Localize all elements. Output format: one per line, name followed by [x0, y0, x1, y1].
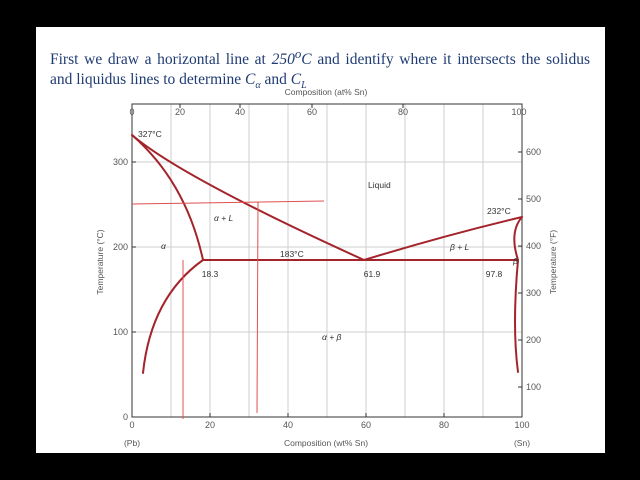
caption-c-alpha: Cα: [245, 71, 261, 92]
annotations: [131, 200, 325, 419]
caption-c-alpha-sub: α: [255, 80, 261, 92]
sn-melting-point-label: 232°C: [487, 206, 511, 216]
caption-c-alpha-letter: C: [245, 71, 256, 89]
plot-frame: [131, 103, 523, 418]
top-tick-label: 0: [129, 107, 134, 117]
solidus-right: [513, 216, 523, 261]
right-axis-ticks: [518, 151, 522, 388]
caption-text-1: First we draw a horizontal line at: [50, 51, 272, 69]
right-tick-label: 400: [526, 241, 541, 251]
bottom-axis-title: Composition (wt% Sn): [284, 438, 368, 448]
caption-temp-value: 250: [271, 51, 295, 69]
left-tick-label: 100: [113, 327, 128, 337]
eutectic-temperature-label: 183°C: [280, 249, 304, 259]
caption-c-l-sub: L: [301, 80, 307, 92]
c-l-vertical-line: [256, 201, 259, 414]
right-tick-label: 100: [526, 382, 541, 392]
top-tick-label: 60: [307, 107, 317, 117]
region-labels: 327°C 232°C 183°C Liquid α + L α β + L β…: [138, 129, 518, 342]
bottom-tick-label: 20: [205, 420, 215, 430]
bottom-tick-label: 40: [283, 420, 293, 430]
caption: First we draw a horizontal line at 250oC…: [50, 44, 590, 96]
left-tick-label: 200: [113, 242, 128, 252]
beta-region-label: β: [512, 256, 518, 266]
slide: First we draw a horizontal line at 250oC…: [36, 27, 605, 453]
caption-and: and: [260, 71, 291, 89]
right-axis-title: Temperature (°F): [548, 230, 558, 295]
liquid-region-label: Liquid: [368, 180, 391, 190]
sn-label: (Sn): [514, 438, 530, 448]
right-tick-label: 600: [526, 147, 541, 157]
beta-l-region-label: β + L: [449, 242, 470, 252]
bottom-axis-labels: 0 20 40 60 80 100 (Pb) Composition (wt% …: [124, 420, 530, 448]
pb-melting-point-label: 327°C: [138, 129, 162, 139]
bottom-tick-label: 0: [129, 420, 134, 430]
left-axis-ticks: [132, 161, 136, 418]
bottom-tick-label: 100: [514, 420, 529, 430]
right-tick-label: 500: [526, 194, 541, 204]
top-axis-labels: 0 20 40 60 80 100 Composition (at% Sn): [129, 87, 526, 117]
top-tick-label: 20: [175, 107, 185, 117]
right-axis-labels: 100 200 300 400 500 600: [526, 147, 541, 392]
caption-temperature: 250oC: [271, 46, 312, 69]
alpha-region-label: α: [161, 241, 167, 251]
liquidus-left: [131, 134, 365, 261]
top-axis-ticks: [131, 104, 523, 108]
caption-c-l: CL: [290, 71, 307, 92]
caption-text-2: and identify where it intersects the sol…: [50, 51, 590, 89]
pb-label: (Pb): [124, 438, 140, 448]
solidus-left: [131, 134, 204, 261]
isotherm-250C-line: [131, 200, 325, 205]
caption-unit: C: [301, 51, 312, 69]
solvus-left: [142, 259, 204, 374]
top-tick-label: 100: [511, 107, 526, 117]
left-axis-title: Temperature (°C): [95, 229, 105, 294]
right-tick-label: 300: [526, 288, 541, 298]
c-alpha-eutectic-label: 18.3: [202, 269, 219, 279]
solvus-right: [514, 259, 519, 373]
top-tick-label: 80: [398, 107, 408, 117]
caption-degree: o: [294, 46, 302, 61]
bottom-axis-ticks: [131, 413, 523, 417]
phase-diagram: 0 20 40 60 80 100 Composition (at% Sn) 0…: [95, 87, 558, 448]
caption-c-l-letter: C: [290, 71, 302, 89]
alpha-beta-region-label: α + β: [322, 332, 342, 342]
bottom-tick-label: 80: [439, 420, 449, 430]
c-beta-eutectic-label: 97.8: [486, 269, 503, 279]
left-axis-labels: 0 100 200 300: [113, 157, 128, 422]
left-tick-label: 0: [123, 412, 128, 422]
phase-boundaries: [131, 134, 523, 374]
eutectic-composition-label: 61.9: [364, 269, 381, 279]
bottom-tick-label: 60: [361, 420, 371, 430]
right-tick-label: 200: [526, 335, 541, 345]
top-tick-label: 40: [235, 107, 245, 117]
alpha-l-region-label: α + L: [214, 213, 234, 223]
top-axis-title: Composition (at% Sn): [285, 87, 368, 97]
liquidus-right: [363, 216, 523, 261]
left-tick-label: 300: [113, 157, 128, 167]
